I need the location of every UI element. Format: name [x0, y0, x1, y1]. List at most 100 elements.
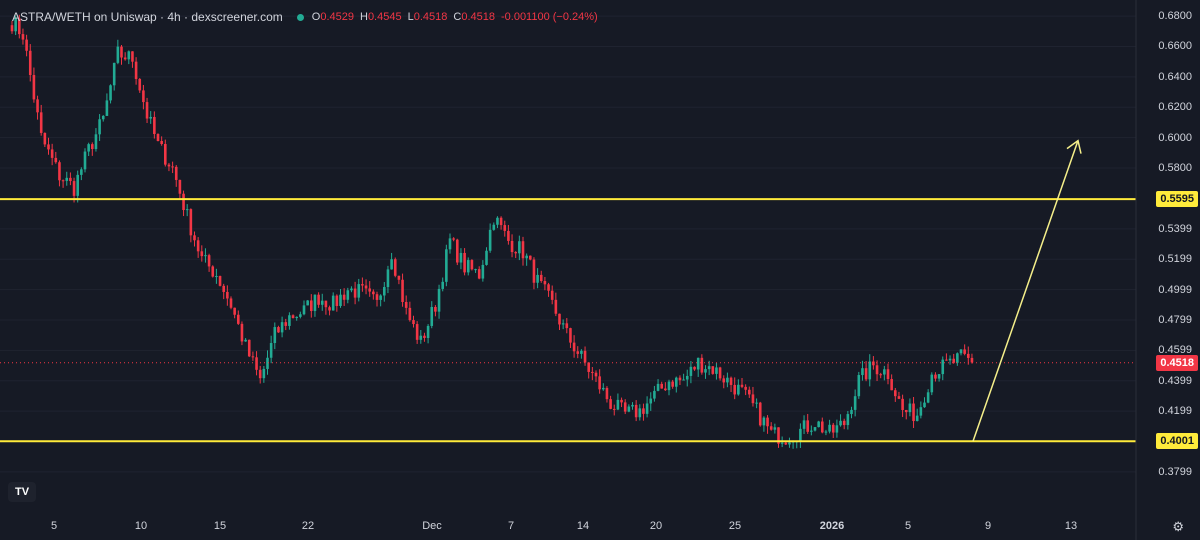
- y-tick-label: 0.4999: [1158, 283, 1192, 296]
- candle-body: [28, 50, 32, 76]
- candle-body: [937, 374, 941, 379]
- candle-body: [160, 141, 163, 144]
- candle-body: [229, 298, 233, 308]
- candle-body: [722, 378, 726, 383]
- candle-body: [956, 353, 959, 363]
- candle-body: [153, 116, 156, 135]
- candle-body: [941, 359, 945, 375]
- candle-body: [777, 427, 780, 444]
- candle-body: [842, 420, 846, 426]
- candle-body: [864, 368, 868, 380]
- candle-body: [788, 442, 791, 445]
- candle-body: [149, 116, 152, 119]
- candle-body: [908, 403, 912, 413]
- tradingview-logo-icon[interactable]: TV: [8, 482, 36, 502]
- candle-body: [536, 274, 539, 283]
- y-tick-label: 0.4599: [1158, 344, 1192, 357]
- candle-body: [240, 323, 244, 342]
- x-tick-label: 22: [301, 520, 315, 532]
- candle-body: [109, 85, 112, 101]
- candle-body: [587, 362, 590, 372]
- y-tick-label: 0.6200: [1158, 101, 1192, 114]
- candle-body: [547, 284, 550, 291]
- candle-body: [237, 314, 240, 324]
- symbol-title[interactable]: ASTRA/WETH on Uniswap · 4h · dexscreener…: [12, 10, 283, 24]
- candle-body: [218, 276, 222, 286]
- candle-body: [926, 392, 930, 403]
- candle-body: [313, 294, 317, 312]
- candle-body: [145, 102, 149, 119]
- candle-body: [291, 315, 295, 319]
- candle-body: [174, 166, 178, 180]
- candle-body: [507, 230, 510, 241]
- candle-body: [656, 383, 660, 391]
- candle-body: [762, 417, 766, 426]
- candle-body: [18, 18, 21, 35]
- candle-body: [120, 46, 123, 58]
- horizontal-levels: [0, 198, 1136, 443]
- candle-body: [550, 290, 554, 300]
- settings-gear-icon[interactable]: ⚙: [1172, 519, 1184, 534]
- low-label: L: [407, 11, 414, 23]
- candle-body: [43, 132, 47, 145]
- candle-body: [317, 294, 320, 305]
- candle-body: [211, 266, 215, 277]
- candle-body: [678, 377, 682, 381]
- candle-body: [634, 404, 638, 418]
- candle-body: [799, 428, 802, 442]
- candle-body: [627, 406, 631, 412]
- candle-body: [452, 238, 455, 240]
- candle-body: [740, 384, 744, 387]
- candle-body: [861, 368, 864, 376]
- candle-body: [645, 403, 649, 414]
- candle-body: [127, 51, 131, 60]
- y-tick-label: 0.4399: [1158, 374, 1192, 387]
- candle-body: [415, 324, 419, 340]
- level-label-upper: 0.5595: [1156, 191, 1198, 208]
- candle-body: [667, 381, 671, 391]
- candle-body: [510, 240, 514, 253]
- candle-body: [456, 239, 459, 263]
- candle-body: [247, 339, 251, 357]
- candle-body: [609, 399, 612, 409]
- candle-body: [642, 408, 645, 414]
- candle-body: [339, 294, 342, 306]
- candle-body: [572, 342, 576, 352]
- candle-body: [58, 162, 61, 181]
- candle-body: [459, 252, 463, 263]
- candle-body: [664, 388, 667, 391]
- candle-body: [733, 384, 736, 395]
- y-tick-label: 0.5199: [1158, 253, 1192, 266]
- candle-body: [580, 350, 583, 354]
- candle-body: [689, 366, 693, 376]
- candle-body: [401, 279, 404, 302]
- candle-body: [879, 374, 882, 376]
- candle-body: [215, 276, 218, 278]
- candle-body: [543, 281, 547, 285]
- candle-body: [295, 316, 298, 319]
- high-label: H: [359, 11, 368, 23]
- candle-body: [583, 350, 587, 363]
- candle-body: [430, 306, 434, 326]
- candle-body: [485, 250, 488, 265]
- candle-body: [21, 34, 25, 40]
- candle-body: [835, 425, 839, 433]
- candle-body: [890, 379, 893, 391]
- candle-body: [715, 367, 718, 374]
- candle-body: [696, 357, 700, 370]
- x-tick-label: Dec: [422, 520, 442, 532]
- candle-body: [164, 143, 167, 165]
- candle-body: [87, 144, 90, 152]
- candle-body: [868, 361, 872, 380]
- candle-body: [737, 384, 740, 395]
- candle-body: [244, 339, 247, 342]
- candle-body: [711, 366, 715, 374]
- candle-body: [821, 421, 824, 433]
- candle-body: [386, 269, 390, 288]
- candle-body: [25, 39, 28, 51]
- candle-body: [331, 295, 335, 311]
- candle-body: [492, 224, 496, 230]
- candle-body: [178, 179, 182, 194]
- candle-body: [91, 144, 94, 150]
